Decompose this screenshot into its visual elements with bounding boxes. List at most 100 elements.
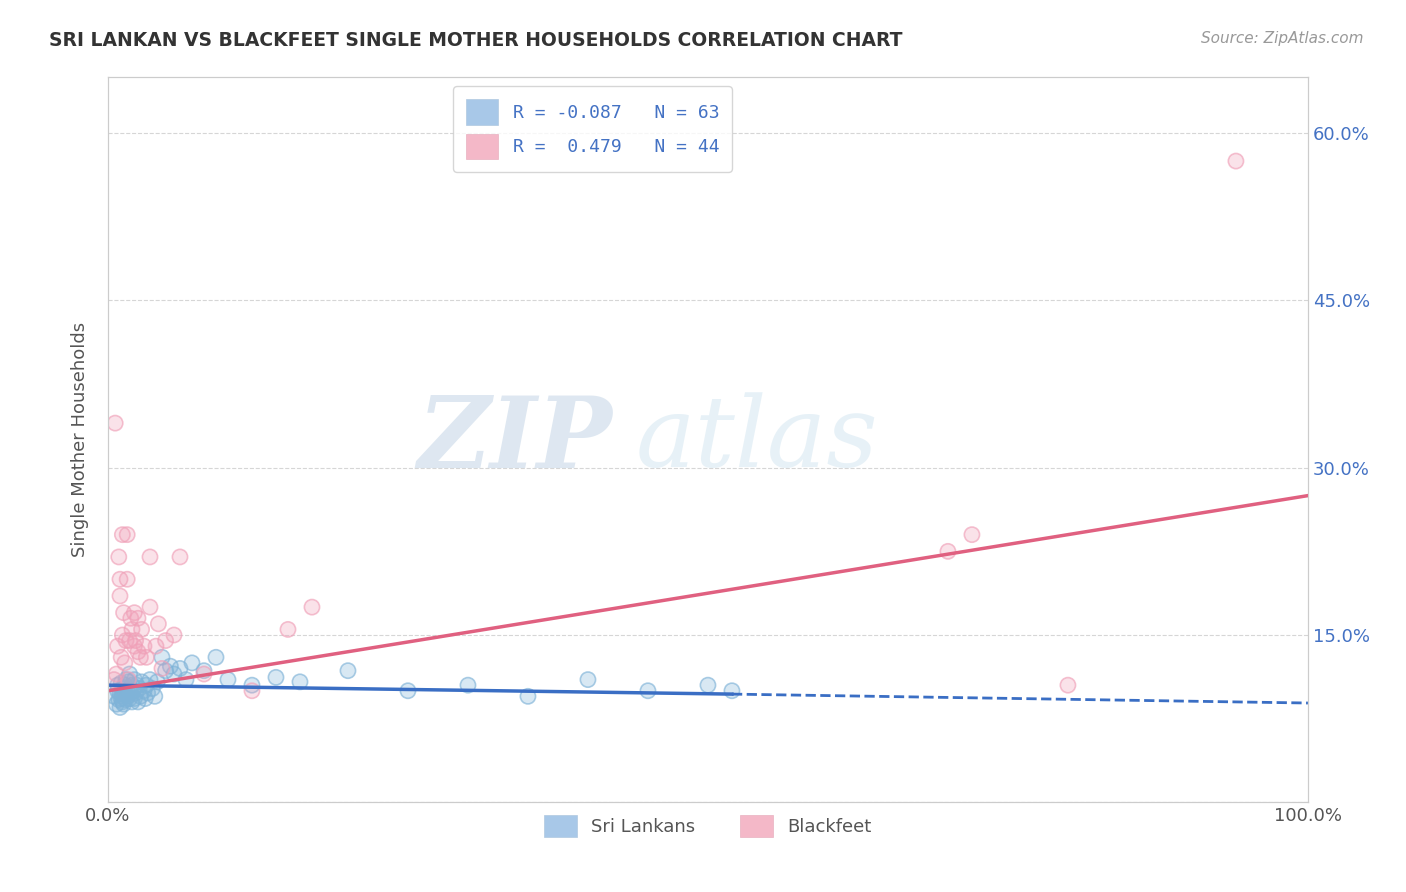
Point [936,544,959,558]
Point [132,683,155,698]
Point [697,678,720,692]
Point [115,633,138,648]
Point [107,692,129,706]
Point [131,623,153,637]
Point [112,686,135,700]
Point [108,686,131,700]
Point [141,681,163,696]
Point [115,683,138,698]
Point [111,695,134,709]
Point [163,628,186,642]
Point [121,695,143,709]
Point [129,690,152,704]
Point [517,690,540,704]
Point [128,681,150,696]
Point [114,656,136,670]
Point [121,623,143,637]
Point [277,623,299,637]
Point [103,690,125,704]
Point [205,650,228,665]
Point [637,683,659,698]
Point [108,572,131,586]
Point [1057,678,1080,692]
Point [139,673,162,687]
Point [120,686,142,700]
Point [396,683,419,698]
Point [105,667,128,681]
Point [122,683,145,698]
Point [134,691,156,706]
Point [132,639,155,653]
Point [127,611,149,625]
Point [110,676,132,690]
Point [146,674,169,689]
Y-axis label: Single Mother Households: Single Mother Households [72,322,89,558]
Point [128,681,150,696]
Point [121,695,143,709]
Point [124,686,146,700]
Point [139,600,162,615]
Point [637,683,659,698]
Point [150,650,173,665]
Point [139,549,162,564]
Point [301,600,323,615]
Point [576,673,599,687]
Point [118,691,141,706]
Point [155,664,177,678]
Point [103,673,125,687]
Point [129,650,152,665]
Point [108,686,131,700]
Point [117,674,139,689]
Point [114,678,136,692]
Point [155,664,177,678]
Point [134,691,156,706]
Point [118,691,141,706]
Point [132,683,155,698]
Point [105,697,128,711]
Point [193,667,215,681]
Point [148,616,170,631]
Point [174,673,197,687]
Point [107,683,129,698]
Point [124,633,146,648]
Point [139,549,162,564]
Point [159,659,181,673]
Point [115,527,138,541]
Point [301,600,323,615]
Point [135,650,157,665]
Point [336,664,359,678]
Point [112,606,135,620]
Point [107,678,129,692]
Point [132,639,155,653]
Point [721,683,744,698]
Point [1057,678,1080,692]
Point [205,650,228,665]
Point [107,692,129,706]
Point [457,678,479,692]
Point [159,659,181,673]
Point [135,650,157,665]
Point [193,664,215,678]
Point [124,606,146,620]
Point [127,611,149,625]
Point [169,549,191,564]
Point [124,633,146,648]
Point [336,664,359,678]
Point [129,690,152,704]
Point [129,650,152,665]
Point [110,691,132,706]
Point [115,527,138,541]
Point [115,690,138,704]
Point [163,628,186,642]
Point [115,572,138,586]
Point [108,589,131,603]
Point [193,664,215,678]
Point [111,628,134,642]
Point [139,673,162,687]
Point [111,681,134,696]
Point [112,697,135,711]
Point [135,678,157,692]
Point [960,527,983,541]
Point [111,527,134,541]
Point [240,683,263,698]
